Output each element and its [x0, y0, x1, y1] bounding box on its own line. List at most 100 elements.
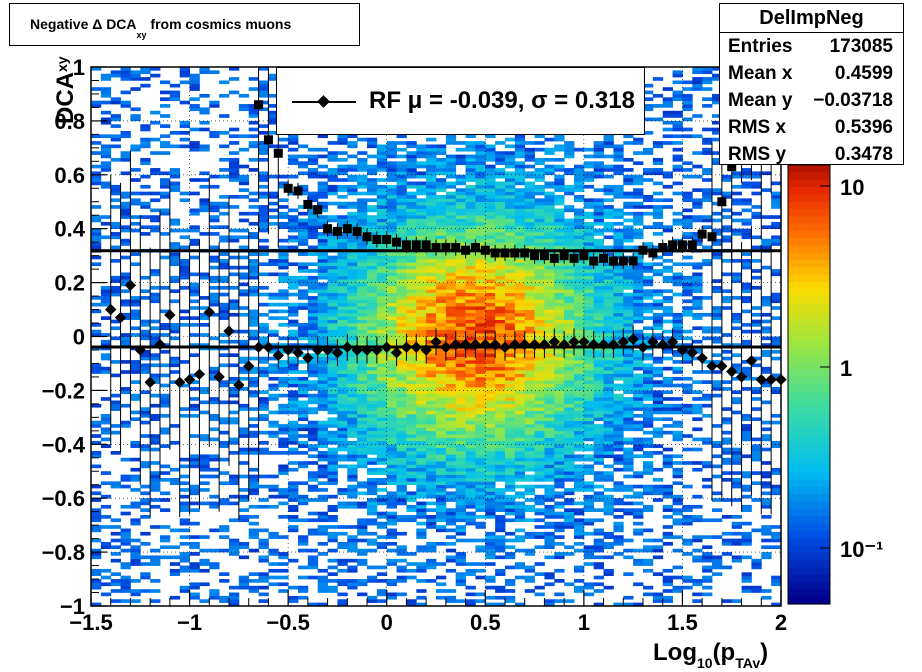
heatmap-cell: [455, 380, 466, 384]
heatmap-cell: [524, 339, 535, 344]
heatmap-cell: [514, 262, 526, 267]
heatmap-cell: [386, 296, 397, 300]
heatmap-cell: [514, 329, 526, 334]
heatmap-cell: [593, 147, 604, 152]
heatmap-cell: [229, 545, 240, 550]
heatmap-cell: [593, 316, 604, 320]
heatmap-cell: [465, 403, 476, 408]
heatmap-cell: [199, 582, 210, 587]
heatmap-cell: [445, 333, 457, 337]
heatmap-cell: [219, 131, 230, 135]
heatmap-cell: [357, 349, 368, 354]
heatmap-cell: [505, 444, 516, 448]
heatmap-cell: [189, 582, 200, 587]
heatmap-cell: [406, 302, 417, 307]
heatmap-cell: [426, 370, 437, 374]
heatmap-cell: [455, 518, 466, 523]
heatmap-cell: [534, 376, 545, 381]
heatmap-cell: [583, 161, 595, 165]
heatmap-cell: [376, 221, 388, 226]
heatmap-cell: [445, 413, 457, 418]
heatmap-cell: [544, 521, 555, 526]
heatmap-cell: [485, 454, 496, 459]
heatmap-cell: [120, 343, 131, 347]
heatmap-cell: [386, 292, 397, 297]
heatmap-cell: [406, 329, 417, 334]
heatmap-cell: [593, 349, 604, 354]
heatmap-cell: [317, 218, 328, 223]
heatmap-cell: [396, 181, 407, 186]
heatmap-cell: [593, 582, 604, 587]
heatmap-cell: [445, 171, 457, 176]
heatmap-cell: [485, 575, 496, 580]
heatmap-cell: [524, 272, 535, 277]
heatmap-cell: [307, 296, 319, 300]
heatmap-cell: [219, 316, 230, 320]
heatmap-cell: [258, 292, 269, 297]
heatmap-cell: [258, 430, 269, 435]
heatmap-cell: [416, 491, 427, 496]
heatmap-cell: [544, 285, 555, 290]
heatmap-cell: [209, 589, 220, 593]
heatmap-cell: [298, 427, 309, 432]
heatmap-cell: [495, 444, 506, 448]
heatmap-cell: [583, 265, 595, 270]
heatmap-cell: [534, 447, 545, 452]
heatmap-cell: [564, 474, 575, 479]
heatmap-cell: [544, 302, 555, 307]
heatmap-cell: [160, 80, 171, 85]
heatmap-cell: [544, 238, 555, 243]
heatmap-cell: [574, 403, 585, 408]
heatmap-cell: [367, 424, 378, 428]
heatmap-cell: [465, 467, 476, 472]
heatmap-cell: [327, 356, 338, 361]
heatmap-cell: [396, 579, 407, 583]
heatmap-cell: [120, 424, 131, 428]
heatmap-cell: [514, 205, 526, 209]
heatmap-cell: [406, 366, 417, 371]
heatmap-cell: [514, 141, 526, 145]
heatmap-cell: [219, 174, 230, 179]
heatmap-cell: [416, 393, 427, 398]
heatmap-cell: [91, 235, 102, 240]
heatmap-cell: [199, 110, 210, 115]
heatmap-cell: [130, 316, 141, 320]
heatmap-cell: [524, 552, 535, 556]
heatmap-cell: [120, 208, 131, 213]
heatmap-cell: [347, 424, 358, 428]
heatmap-cell: [505, 370, 516, 374]
heatmap-cell: [564, 515, 575, 519]
heatmap-cell: [524, 329, 535, 334]
heatmap-cell: [426, 262, 437, 267]
heatmap-cell: [564, 525, 575, 529]
heatmap-cell: [376, 188, 388, 192]
heatmap-cell: [347, 269, 358, 273]
heatmap-cell: [238, 579, 250, 583]
heatmap-cell: [367, 599, 378, 603]
heatmap-cell: [179, 528, 190, 533]
heatmap-cell: [347, 141, 358, 145]
heatmap-cell: [475, 413, 486, 418]
heatmap-cell: [110, 117, 121, 122]
heatmap-cell: [357, 373, 368, 378]
heatmap-cell: [524, 184, 535, 189]
heatmap-cell: [367, 218, 378, 223]
heatmap-cell: [475, 316, 486, 320]
heatmap-cell: [100, 221, 112, 226]
heatmap-cell: [475, 269, 486, 273]
heatmap-cell: [495, 437, 506, 442]
heatmap-cell: [100, 302, 112, 307]
heatmap-cell: [110, 518, 121, 523]
heatmap-cell: [495, 413, 506, 418]
heatmap-cell: [199, 184, 210, 189]
heatmap-cell: [307, 326, 319, 331]
heatmap-cell: [524, 518, 535, 523]
heatmap-cell: [337, 299, 348, 304]
heatmap-cell: [514, 380, 526, 384]
heatmap-cell: [514, 467, 526, 472]
heatmap-cell: [436, 427, 447, 432]
heatmap-cell: [169, 245, 181, 250]
heatmap-cell: [495, 595, 506, 600]
heatmap-cell: [406, 333, 417, 337]
heatmap-cell: [307, 299, 319, 304]
